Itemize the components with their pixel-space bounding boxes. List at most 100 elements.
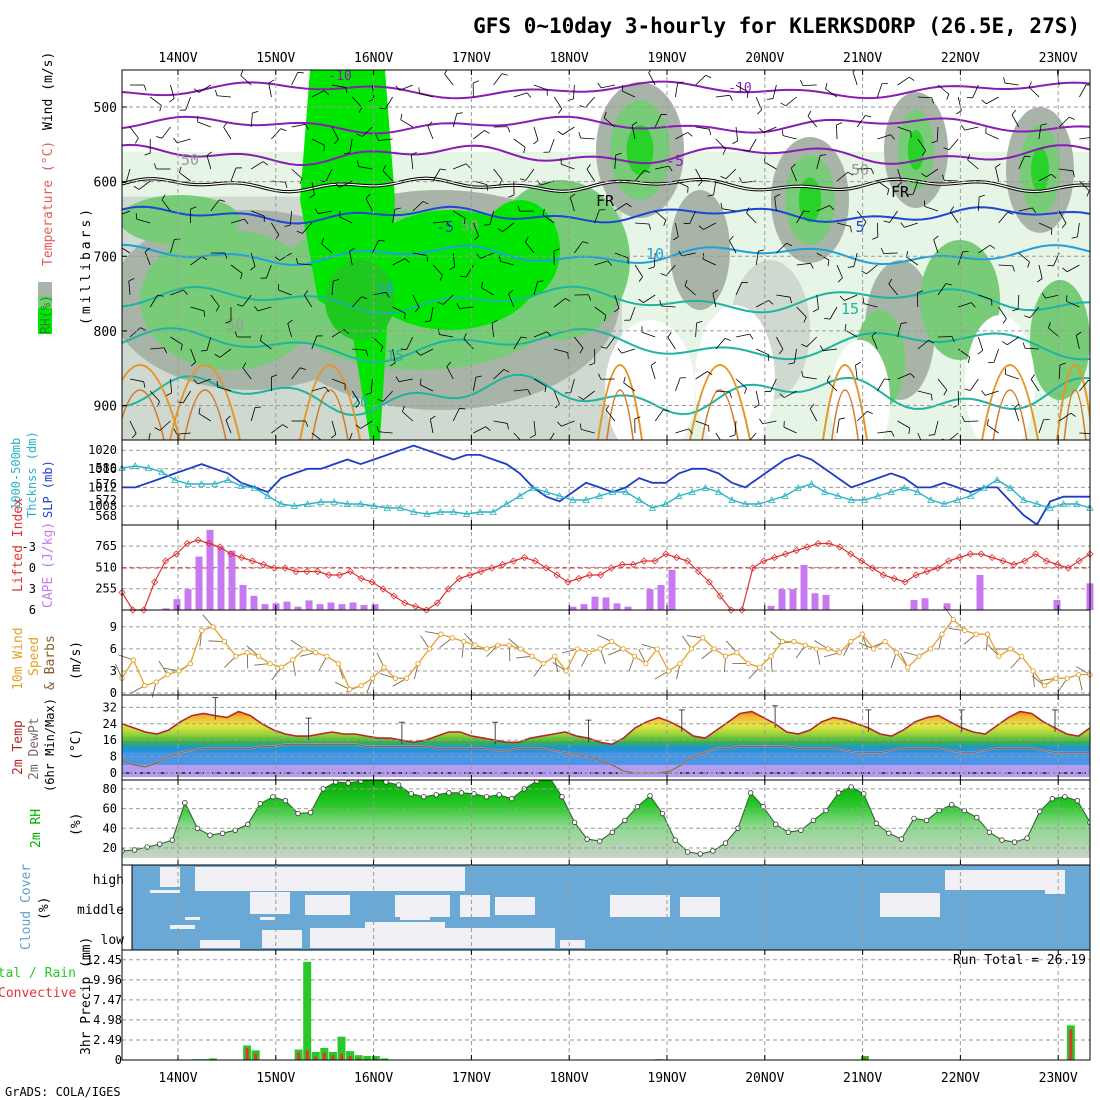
wind-barb [130, 685, 145, 694]
bottom-date-label: 18NOV [550, 1071, 589, 1086]
cape-bar [206, 529, 214, 610]
temp-tick-label: 32 [103, 700, 117, 714]
cape-bar [360, 604, 368, 610]
wind-barb [257, 306, 272, 312]
wind-marker [905, 664, 911, 670]
wind-barb [763, 126, 777, 133]
cape-tick-label: 255 [95, 582, 117, 596]
wind-barb [370, 378, 373, 393]
wind-barb [675, 222, 679, 237]
wind-barb [170, 84, 175, 99]
rh-marker [622, 817, 628, 824]
wind-barb [533, 378, 547, 387]
wind-barb [376, 425, 380, 432]
wind-barb [271, 222, 280, 236]
cape-bar [283, 601, 291, 610]
wind-barb [702, 258, 716, 266]
wind-barb [465, 264, 474, 278]
li-marker [455, 574, 463, 583]
li-marker [977, 550, 985, 558]
thickness-marker [754, 500, 763, 507]
wind-barb [937, 283, 947, 296]
contour-label: -10 [728, 81, 751, 96]
li-marker [314, 567, 322, 576]
wind-barb [499, 255, 501, 262]
rh-marker [257, 800, 263, 807]
thickness-marker [1073, 500, 1081, 507]
wind-barb [314, 208, 319, 214]
wind-barb [967, 356, 971, 363]
precip-conv-bar [245, 1047, 249, 1060]
wind-barb [392, 306, 406, 314]
wind-marker [882, 638, 888, 645]
wind-barb [1038, 173, 1052, 182]
rh-marker [333, 780, 339, 785]
thickness-tick-label: 580 [95, 461, 117, 475]
wind-barb [333, 278, 340, 282]
wind-barb [420, 635, 430, 650]
wind-barb [321, 243, 333, 254]
rh-marker [936, 807, 942, 814]
wind-barb [807, 110, 812, 117]
wind-barb [788, 362, 795, 365]
wind-barb [1086, 190, 1090, 197]
wind-barb [473, 377, 477, 392]
slp-tick-label: 1020 [88, 443, 117, 457]
wind-barb [368, 98, 375, 103]
wind-barb [334, 183, 340, 188]
wind-barb [1014, 407, 1020, 422]
wind-barb [122, 210, 131, 215]
wind-barb [979, 194, 985, 198]
wind-marker [517, 646, 524, 652]
wind-barb [190, 306, 205, 312]
wind-barb [782, 135, 797, 140]
wind-barb [614, 294, 620, 309]
wind-barb [573, 84, 575, 99]
li-marker [596, 571, 605, 579]
wind-barb [335, 682, 350, 690]
li-marker [401, 599, 409, 607]
thickness-marker [529, 484, 537, 491]
wind-barb [880, 247, 884, 254]
wind-barb [197, 121, 211, 128]
wind-barb [790, 167, 797, 182]
li-marker [325, 571, 333, 579]
top-date-label: 19NOV [647, 51, 686, 66]
temp-contour [122, 80, 1090, 100]
wind-barb [161, 199, 171, 212]
wind-barb [995, 167, 999, 182]
wind-barb [355, 424, 361, 429]
temp-contour [183, 389, 227, 440]
wind-barb [349, 251, 353, 266]
wind-marker [1030, 668, 1036, 674]
wind-barb [604, 315, 607, 322]
rh-marker [358, 780, 364, 784]
wind-barb [125, 168, 131, 183]
wind-barb [826, 375, 831, 382]
wind-barb [268, 79, 275, 84]
thickness-marker [237, 482, 246, 489]
wind-barb [549, 138, 555, 153]
wind-barb [427, 125, 434, 140]
wind-barb [410, 155, 414, 170]
wind-barb [444, 70, 448, 75]
thickness-marker [542, 488, 551, 495]
wind-barb [299, 652, 316, 657]
precip-tick-label: 7.47 [93, 993, 122, 1007]
li-marker [205, 539, 213, 548]
wind-barb [753, 404, 760, 409]
li-marker [270, 564, 278, 572]
wind-barb [774, 193, 781, 198]
rh-region [670, 190, 730, 310]
wind-barb [800, 79, 804, 86]
wind-barb [786, 242, 793, 247]
wind-marker [984, 631, 991, 637]
precip-conv-bar [374, 1058, 378, 1060]
wind-barb [888, 283, 898, 296]
wind-barb [311, 335, 318, 350]
wind-barb [712, 289, 719, 294]
wind-barb [622, 90, 636, 98]
wind-marker [802, 642, 808, 648]
wind-barb [1028, 86, 1040, 98]
rh-marker [270, 794, 276, 800]
